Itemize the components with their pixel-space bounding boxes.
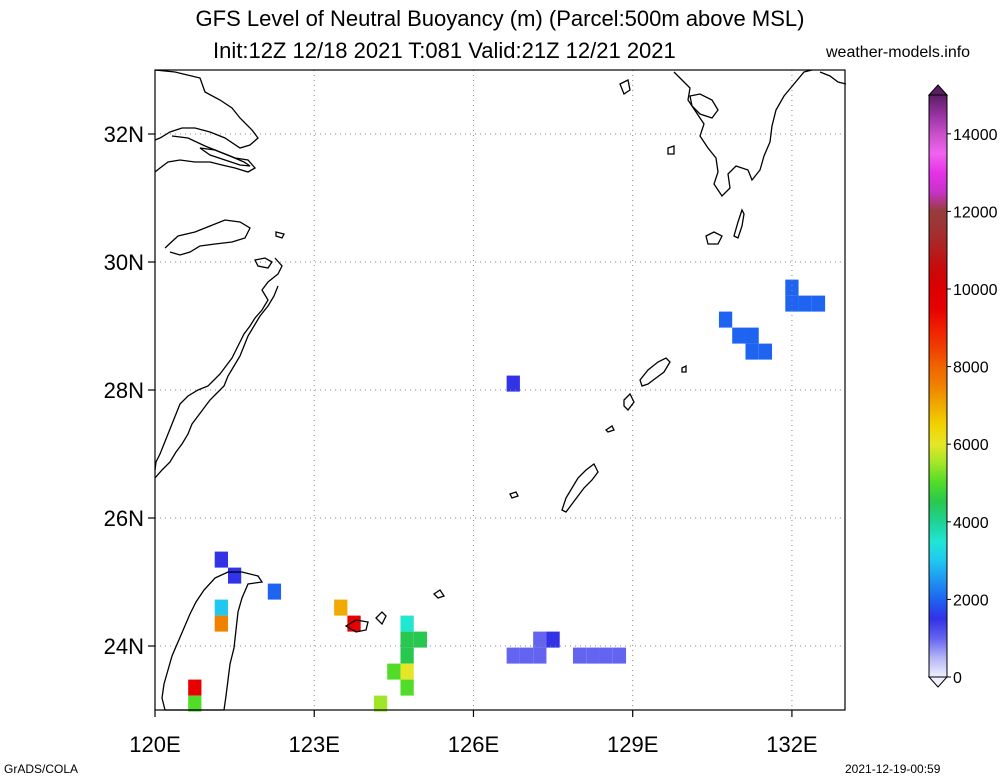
lon-tick-label: 132E [766, 732, 817, 757]
coastline-okinawa [561, 463, 599, 513]
coastline-yangtze-island [199, 147, 251, 167]
colorbar-tick-label: 8000 [953, 360, 989, 377]
buoyancy-cell [214, 599, 228, 616]
coastline-okinoerabu [623, 392, 635, 411]
coastlines [154, 69, 847, 711]
buoyancy-cell [732, 327, 746, 344]
map-title: GFS Level of Neutral Buoyancy (m) (Parce… [195, 6, 805, 31]
coastline-kyushu [673, 69, 813, 198]
buoyancy-cell [718, 311, 733, 328]
buoyancy-cell [785, 295, 799, 312]
colorbar-tick-label: 2000 [953, 592, 989, 609]
buoyancy-cell [188, 695, 202, 712]
buoyancy-cell [188, 679, 202, 696]
buoyancy-cell [506, 647, 520, 664]
coastline-okinawa-islet-a [509, 491, 519, 499]
coastline-china-north [154, 69, 259, 149]
buoyancy-cell [214, 615, 228, 632]
colorbar-tick-label: 14000 [953, 127, 998, 144]
coastline-hangzhou-bay [164, 219, 251, 256]
graticule [154, 70, 845, 710]
buoyancy-cell [745, 327, 759, 344]
footer-timestamp: 2021-12-19-00:59 [845, 762, 941, 776]
buoyancy-cell [533, 631, 547, 648]
buoyancy-cell [599, 647, 613, 664]
buoyancy-cell [267, 583, 282, 600]
colorbar-tick-label: 6000 [953, 437, 989, 454]
map-axes: 120E 123E 126E 129E 132E 24N 26N 28N 30N 32N [104, 122, 818, 757]
lat-tick-label: 24N [104, 634, 144, 659]
coastline-yakushima [705, 231, 723, 245]
buoyancy-cell [519, 647, 534, 664]
colorbar-top-arrow [927, 84, 949, 96]
buoyancy-cell [334, 599, 348, 616]
site-label: weather-models.info [826, 44, 971, 61]
lat-tick-label: 28N [104, 378, 144, 403]
buoyancy-field [188, 279, 826, 712]
coastline-amami [639, 357, 671, 387]
coastline-tanegashima [733, 208, 745, 239]
coastline-okinawa-islet-b [604, 425, 615, 433]
buoyancy-cell [400, 647, 414, 664]
buoyancy-cell [400, 663, 414, 680]
coastline-ryukyu-c [432, 589, 446, 599]
buoyancy-cell [400, 679, 414, 696]
buoyancy-cell [798, 295, 812, 312]
colorbar-bottom-arrow [927, 676, 949, 688]
coastline-zhoushan [254, 257, 273, 269]
buoyancy-cell [387, 663, 401, 680]
lon-tick-label: 123E [289, 732, 340, 757]
colorbar-tick-label: 10000 [953, 282, 998, 299]
colorbar-gradient [928, 94, 948, 678]
colorbar-tick-label: 0 [953, 670, 962, 687]
colorbar-tick-label: 12000 [953, 204, 998, 221]
coastline-fujian [154, 285, 279, 479]
coastline-amami-islet [681, 364, 687, 373]
buoyancy-cell [546, 631, 560, 648]
buoyancy-cell [758, 343, 773, 360]
lon-tick-label: 129E [607, 732, 658, 757]
map-subtitle: Init:12Z 12/18 2021 T:081 Valid:21Z 12/2… [213, 38, 676, 63]
coastline-zhejiang [154, 257, 283, 471]
lat-tick-label: 26N [104, 506, 144, 531]
buoyancy-cell [586, 647, 600, 664]
coastline-shikoku [819, 71, 847, 85]
buoyancy-cell [400, 631, 414, 648]
footer-software: GrADS/COLA [4, 762, 79, 776]
lat-tick-label: 30N [104, 250, 144, 275]
coastline-kyushu-west [689, 93, 719, 119]
lon-tick-label: 120E [129, 732, 180, 757]
buoyancy-cell [811, 295, 826, 312]
buoyancy-cell [745, 343, 759, 360]
coastline-yangtze-inner [154, 135, 257, 173]
buoyancy-cell [506, 375, 520, 392]
coastline-taiwan [161, 571, 264, 711]
coastline-ryukyu-b [375, 611, 387, 626]
colorbar-tick-label: 4000 [953, 515, 989, 532]
coastline-kyushu-islet-b [667, 145, 675, 155]
buoyancy-cell [572, 647, 587, 664]
buoyancy-cell [227, 567, 242, 584]
coastline-kyushu-islet-a [619, 79, 631, 95]
buoyancy-cell [373, 695, 388, 712]
colorbar: 0 2000 4000 6000 8000 10000 12000 14000 [927, 84, 998, 688]
coastline-island-a [275, 231, 285, 239]
buoyancy-cell [785, 279, 799, 296]
buoyancy-cell [413, 631, 428, 648]
buoyancy-cell [533, 647, 547, 664]
buoyancy-cell [214, 551, 228, 568]
lon-tick-label: 126E [448, 732, 499, 757]
buoyancy-cell [400, 615, 414, 632]
coastline-ryukyu-a [344, 619, 369, 633]
lat-tick-label: 32N [104, 122, 144, 147]
buoyancy-cell [612, 647, 627, 664]
